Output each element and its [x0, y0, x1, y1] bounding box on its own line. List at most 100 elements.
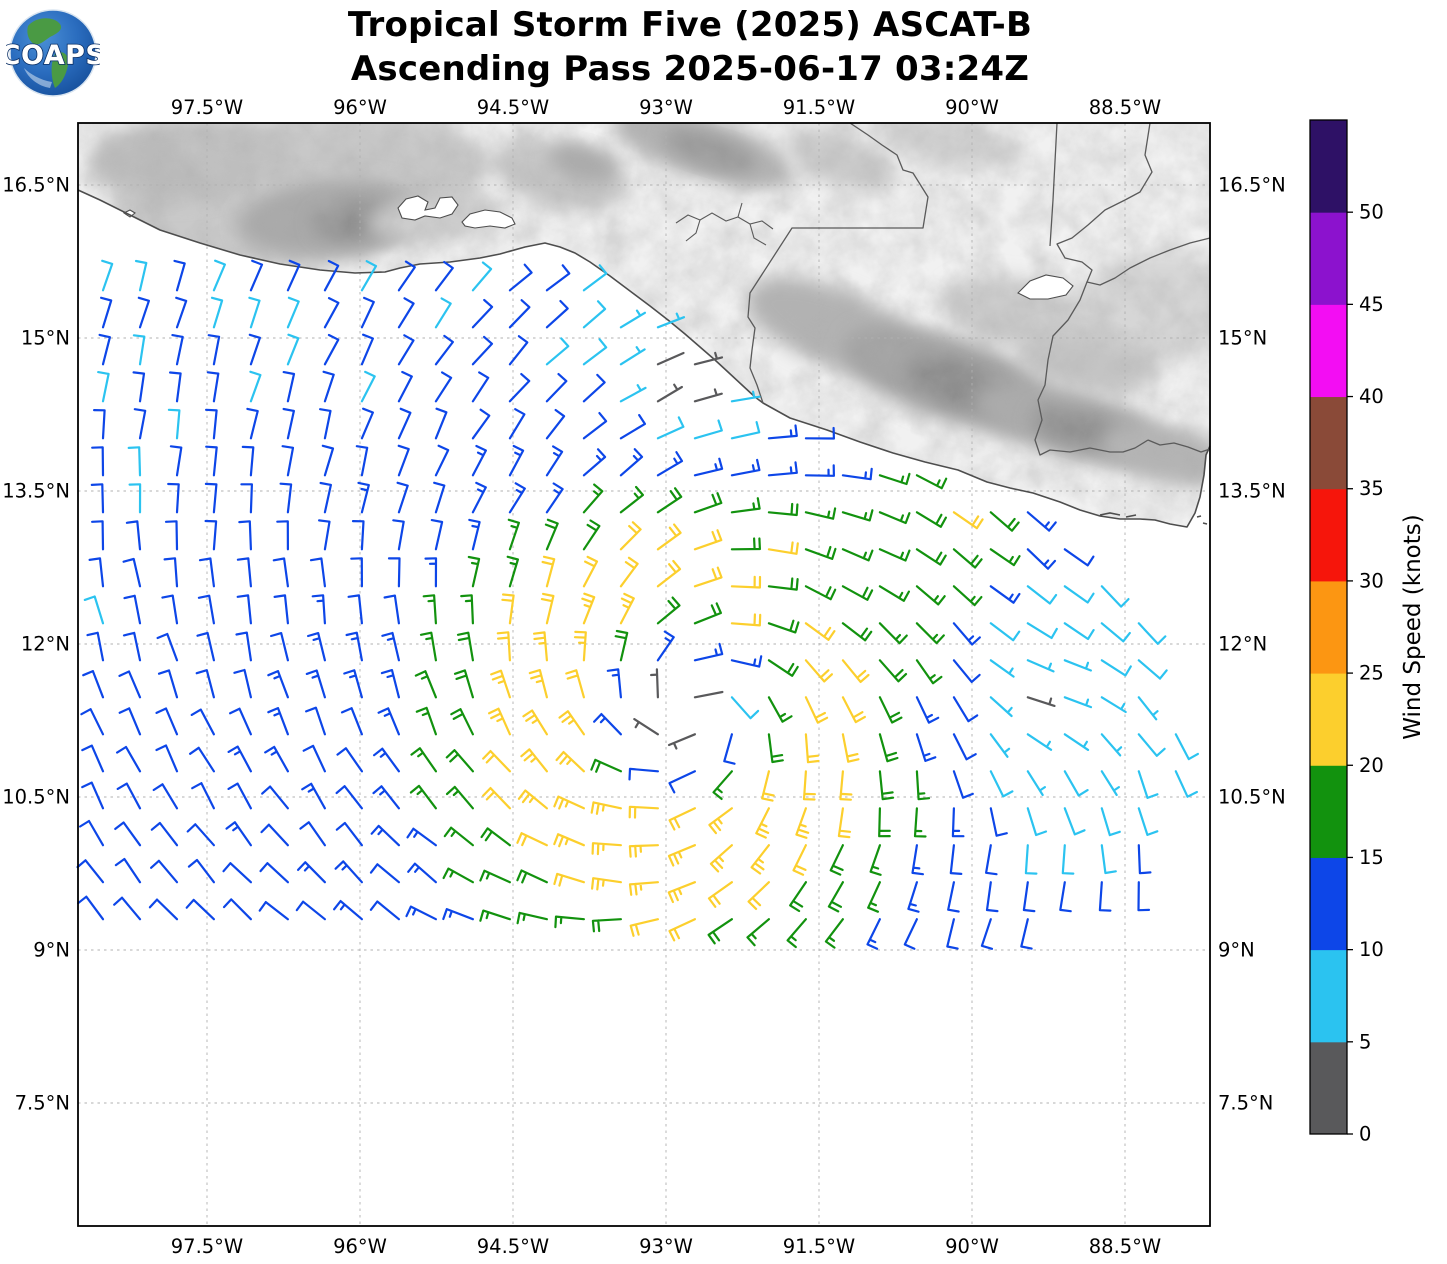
wind-barb	[405, 905, 437, 921]
wind-barb	[409, 784, 437, 810]
wind-barb	[407, 862, 437, 884]
wind-barb	[867, 881, 881, 913]
wind-barb	[467, 555, 481, 588]
wind-barb	[273, 594, 289, 625]
wind-barb	[903, 918, 918, 950]
wind-barb	[152, 783, 179, 810]
wind-barb	[122, 631, 142, 662]
wind-barb	[980, 918, 994, 950]
wind-barb	[295, 900, 326, 921]
wind-barb	[915, 733, 937, 762]
country-border	[747, 122, 929, 404]
wind-barb	[496, 631, 511, 662]
wind-barb	[1100, 733, 1123, 757]
wind-barb	[989, 511, 1020, 532]
wind-barb	[1026, 585, 1058, 605]
wind-barb	[730, 390, 761, 403]
wind-barb	[633, 718, 659, 736]
wind-barb	[225, 821, 252, 847]
wind-barb	[767, 659, 799, 677]
wind-barb	[122, 557, 142, 588]
wind-barb	[508, 408, 526, 440]
wind-barb	[397, 297, 415, 329]
colorbar-tick-label: 5	[1359, 1030, 1371, 1053]
wind-barb	[989, 770, 1014, 798]
x-tick-label-bottom: 94.5°W	[477, 1235, 549, 1258]
wind-barb	[591, 877, 622, 891]
wind-barb	[804, 507, 837, 520]
wind-barb	[915, 770, 931, 801]
wind-barb	[83, 595, 105, 625]
wind-barb	[650, 668, 659, 699]
wind-barb	[267, 707, 289, 736]
plot-title: Tropical Storm Five (2025) ASCAT-B Ascen…	[120, 4, 1260, 91]
y-tick-label-left: 7.5°N	[15, 1092, 70, 1115]
wind-barb	[841, 509, 874, 522]
wind-barb	[222, 862, 252, 884]
x-tick-label-bottom: 97.5°W	[171, 1235, 243, 1258]
wind-barb	[157, 669, 179, 699]
wind-barb	[333, 900, 363, 921]
lake	[461, 209, 516, 229]
wind-barb	[335, 821, 363, 847]
wind-barb	[1100, 585, 1130, 608]
wind-barb	[355, 445, 369, 477]
river	[749, 223, 767, 246]
wind-barb	[76, 859, 105, 884]
wind-barb	[693, 642, 724, 662]
wind-barb	[164, 520, 179, 551]
wind-barb	[434, 297, 452, 329]
wind-barb	[767, 461, 798, 477]
wind-barb	[582, 412, 608, 440]
wind-barb	[656, 523, 682, 551]
colorbar-axis-label: Wind Speed (knots)	[1400, 514, 1426, 739]
wind-barb	[235, 631, 252, 662]
wind-barb	[227, 745, 252, 773]
wind-barb	[282, 371, 296, 403]
wind-barb	[952, 548, 983, 569]
river	[685, 219, 701, 242]
wind-barb	[369, 863, 400, 884]
wind-barb	[450, 708, 474, 736]
wind-barb	[789, 881, 807, 913]
x-tick-label-top: 94.5°W	[477, 96, 549, 119]
wind-barb	[238, 520, 252, 551]
wind-barb	[841, 733, 860, 763]
islet	[1125, 514, 1137, 518]
wind-barb	[171, 334, 184, 366]
wind-barb	[989, 696, 1013, 718]
country-border	[1147, 439, 1211, 453]
wind-barb	[307, 632, 326, 662]
wind-barb	[396, 481, 409, 514]
x-tick-label-bottom: 93°W	[639, 1235, 693, 1258]
wind-barb	[167, 482, 180, 514]
wind-barb	[911, 844, 924, 876]
y-tick-label-right: 10.5°N	[1218, 786, 1286, 809]
wind-barb	[767, 541, 799, 555]
wind-barb	[1020, 918, 1033, 950]
wind-barb	[1061, 844, 1075, 875]
wind-barb	[730, 575, 762, 589]
wind-barb	[693, 388, 723, 403]
wind-barb	[132, 334, 146, 366]
wind-barb	[212, 259, 226, 292]
wind-barb	[114, 857, 142, 884]
x-tick-label-bottom: 90°W	[945, 1235, 999, 1258]
wind-barb	[442, 867, 474, 884]
wind-barb	[582, 300, 607, 329]
colorbar-tick-label: 40	[1359, 385, 1384, 408]
wind-barb	[445, 749, 474, 773]
wind-barb	[286, 259, 301, 292]
wind-barb	[347, 594, 363, 625]
wind-barb	[878, 696, 903, 724]
wind-barb	[668, 770, 696, 794]
wind-barb	[309, 557, 326, 588]
wind-barb	[545, 337, 570, 366]
wind-barb	[545, 408, 566, 440]
wind-barb	[619, 384, 647, 403]
wind-barb	[730, 458, 761, 477]
wind-barb	[1137, 844, 1152, 875]
wind-barb	[517, 789, 548, 810]
lake	[397, 195, 459, 221]
wind-barb	[397, 370, 413, 403]
